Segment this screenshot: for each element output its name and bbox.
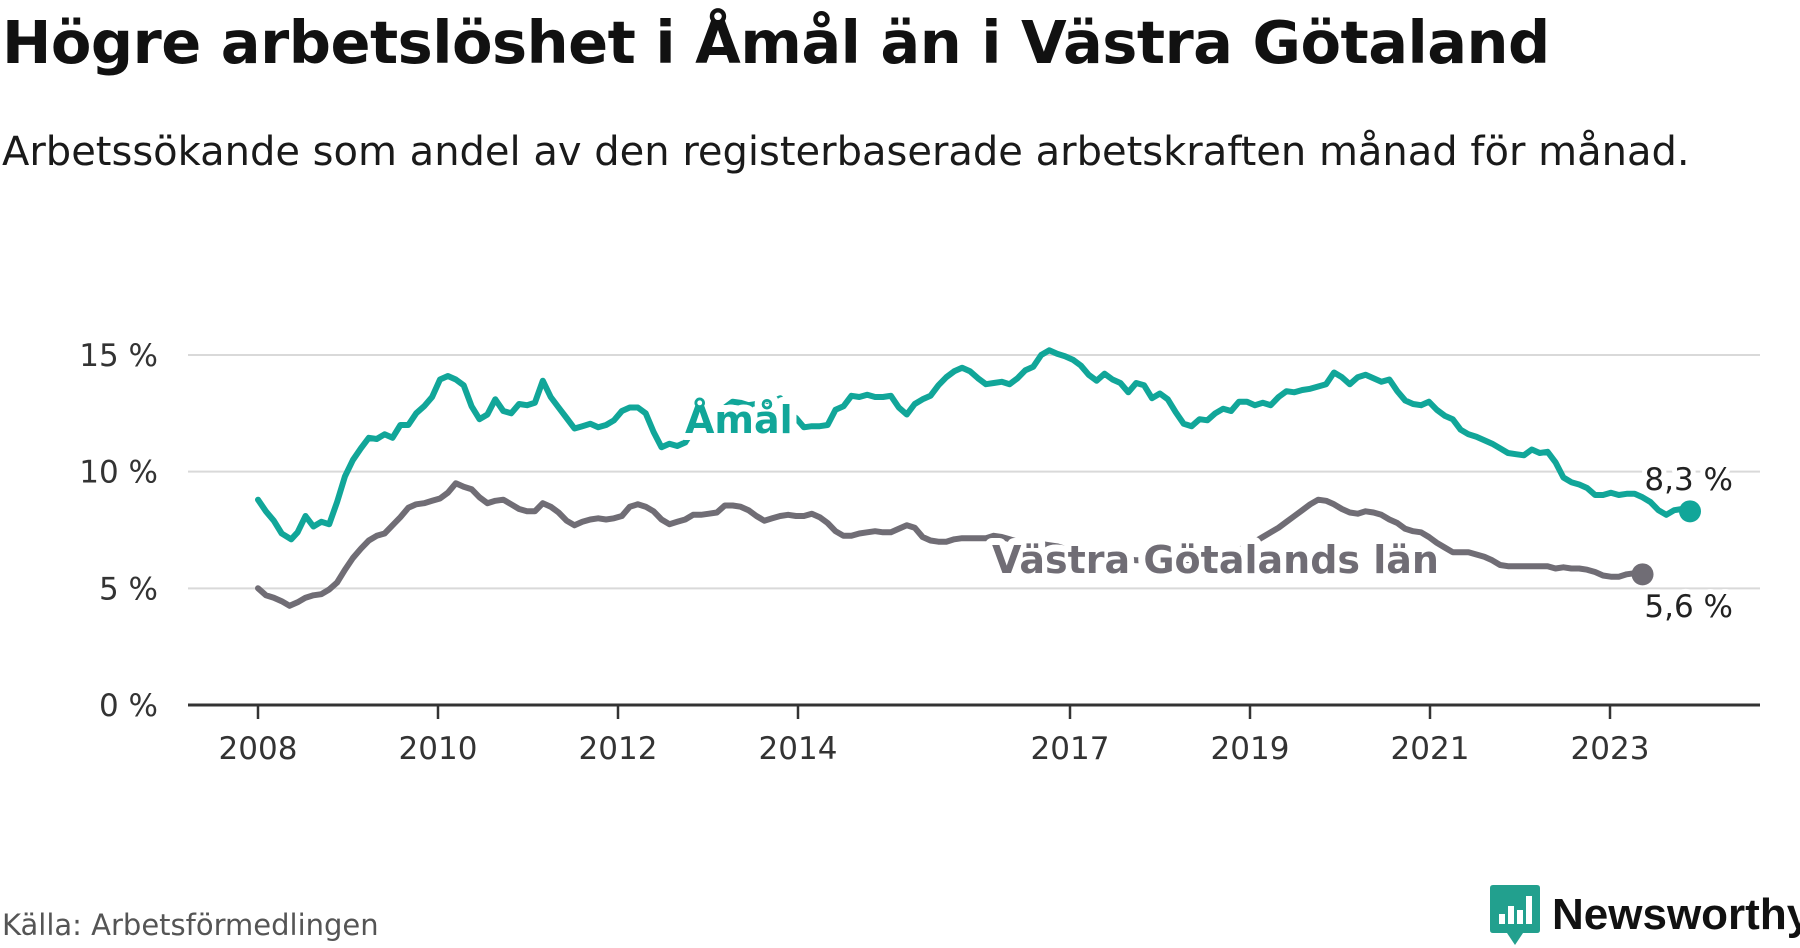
y-tick-label: 0 %	[99, 688, 158, 724]
y-tick-label: 10 %	[79, 455, 158, 491]
x-tick-label: 2008	[219, 731, 298, 767]
newsworthy-logo-icon	[1490, 885, 1540, 945]
x-tick-label: 2010	[399, 731, 478, 767]
series-label-amal: Åmål	[685, 398, 793, 442]
line-chart: 0 %5 %10 %15 % 2008 2010 2012 2014 2017 2019 2…	[79, 338, 1760, 767]
page-subtitle: Arbetssökande som andel av den registerb…	[2, 129, 1690, 175]
brand-name: Newsworthy	[1552, 890, 1800, 939]
series-label-vastra-gotaland: Västra Götalands län	[992, 538, 1439, 582]
end-label-amal: 8,3 %	[1644, 462, 1733, 498]
x-tick-label: 2023	[1571, 731, 1650, 767]
x-tick-label: 2014	[759, 731, 838, 767]
series-labels: Åmål Västra Götalands län 8,3 % 5,6 %	[678, 391, 1738, 630]
series-line-amal	[255, 347, 1693, 543]
x-tick-label: 2017	[1031, 731, 1110, 767]
x-tick-label: 2021	[1391, 731, 1470, 767]
y-tick-label: 5 %	[99, 571, 158, 607]
x-tick-label: 2012	[579, 731, 658, 767]
brand-logo[interactable]: Newsworthy	[1490, 885, 1800, 945]
end-label-vastra-gotaland: 5,6 %	[1644, 589, 1733, 625]
x-axis: 2008 2010 2012 2014 2017 2019 2021 2023	[188, 703, 1760, 767]
series-lines	[255, 347, 1701, 609]
gridlines	[188, 354, 1760, 590]
series-end-dot-vastra-gotaland	[1631, 563, 1654, 586]
series-line-vastra-gotaland	[255, 480, 1646, 609]
series-end-dot-amal	[1679, 500, 1701, 523]
x-tick-label: 2019	[1211, 731, 1290, 767]
page-title: Högre arbetslöshet i Åmål än i Västra Gö…	[2, 8, 1550, 77]
y-axis-tick-labels: 0 % 5 % 10 % 15 %	[79, 338, 158, 724]
source-credit: Källa: Arbetsförmedlingen	[2, 908, 379, 942]
y-tick-label: 15 %	[79, 338, 158, 374]
